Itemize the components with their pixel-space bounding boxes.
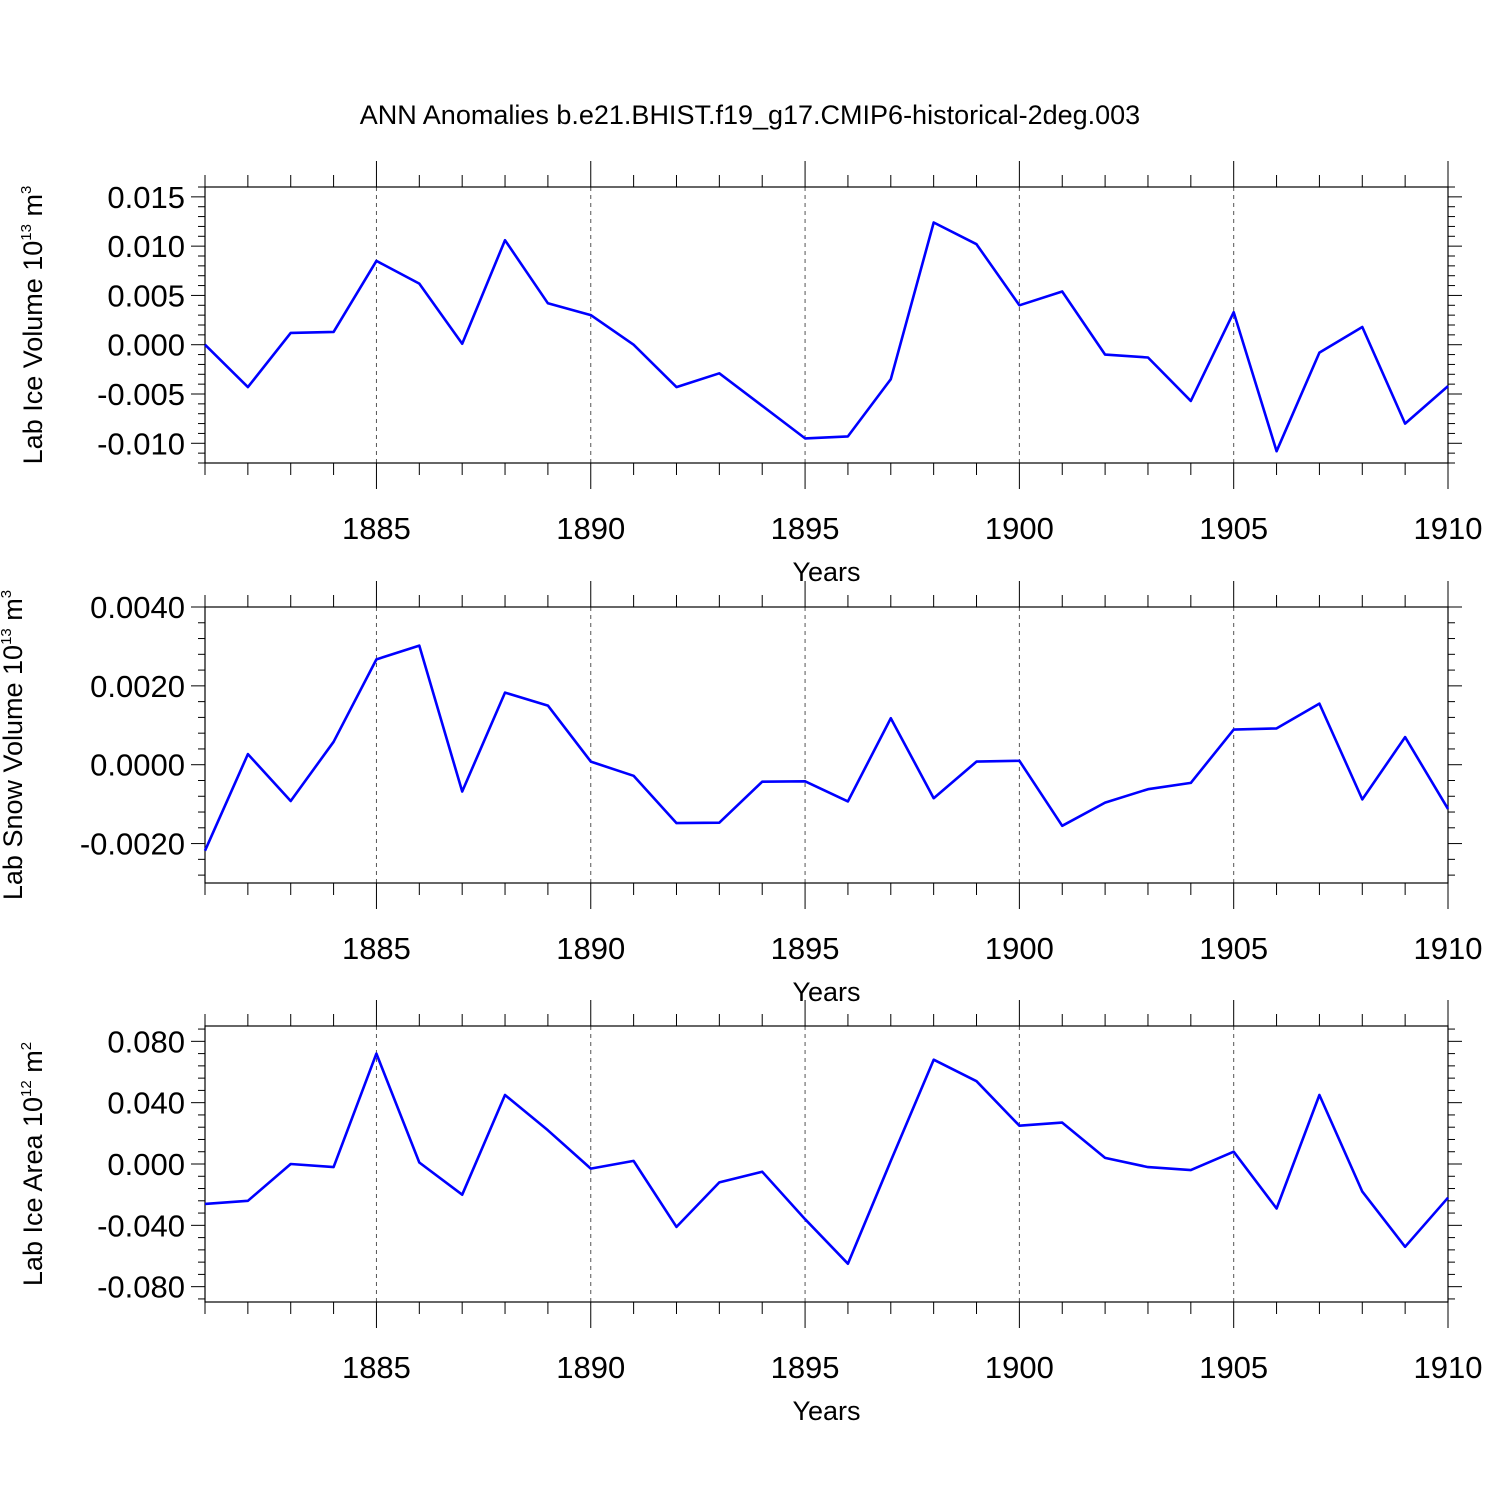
y-tick-label: 0.0020 xyxy=(90,669,185,704)
y-tick-label: 0.0000 xyxy=(90,748,185,783)
y-tick-label: -0.0020 xyxy=(80,827,185,862)
x-tick-label: 1890 xyxy=(556,931,625,966)
x-tick-label: 1905 xyxy=(1199,1350,1268,1385)
x-tick-label: 1890 xyxy=(556,511,625,546)
series-line xyxy=(204,221,1449,453)
x-tick-label: 1895 xyxy=(771,511,840,546)
x-tick-label: 1910 xyxy=(1414,511,1483,546)
chart-title: ANN Anomalies b.e21.BHIST.f19_g17.CMIP6-… xyxy=(360,100,1140,130)
plot-frame xyxy=(204,606,1449,884)
series-line xyxy=(204,1052,1449,1265)
y-tick-label: -0.040 xyxy=(97,1208,185,1243)
y-tick-label: 0.000 xyxy=(107,1147,185,1182)
y-tick-label: 0.000 xyxy=(107,328,185,363)
x-tick-label: 1895 xyxy=(771,1350,840,1385)
x-tick-label: 1890 xyxy=(556,1350,625,1385)
y-axis-label: Lab Ice Volume 1013 m3 xyxy=(18,186,48,465)
y-axis-label: Lab Ice Area 1012 m2 xyxy=(18,1042,48,1286)
series-line xyxy=(203,644,1450,852)
x-axis-label: Years xyxy=(792,1396,860,1426)
panels-container: 1885 1890 1895 1900 1905 1910 Years 0.015 0.010 0… xyxy=(0,161,1482,1426)
x-tick-label: 1905 xyxy=(1199,931,1268,966)
y-tick-label: 0.080 xyxy=(107,1024,185,1059)
y-tick-label: -0.010 xyxy=(97,426,185,461)
y-tick-label: 0.010 xyxy=(107,229,185,264)
x-tick-label: 1910 xyxy=(1414,1350,1483,1385)
x-tick-label: 1900 xyxy=(985,511,1054,546)
y-tick-label: 0.005 xyxy=(107,278,185,313)
x-tick-label: 1910 xyxy=(1414,931,1483,966)
y-tick-label: -0.080 xyxy=(97,1270,185,1305)
x-axis-label: Years xyxy=(792,977,860,1007)
y-tick-label: 0.0040 xyxy=(90,590,185,625)
panel-ice-area: 1885 1890 1895 1900 1905 1910 Years 0.080 0.040 0… xyxy=(18,1000,1482,1426)
x-tick-label: 1885 xyxy=(342,511,411,546)
x-tick-label: 1900 xyxy=(985,931,1054,966)
x-tick-label: 1885 xyxy=(342,1350,411,1385)
y-tick-label: -0.005 xyxy=(97,377,185,412)
y-tick-label: 0.015 xyxy=(107,180,185,215)
plot-frame xyxy=(204,1025,1449,1303)
x-axis-label: Years xyxy=(792,557,860,587)
y-tick-label: 0.040 xyxy=(107,1086,185,1121)
y-axis-label: Lab Snow Volume 1013 m3 xyxy=(0,590,28,900)
panel-snow-volume: 1885 1890 1895 1900 1905 1910 Years 0.0040 0.002… xyxy=(0,581,1482,1007)
x-tick-label: 1895 xyxy=(771,931,840,966)
x-tick-label: 1905 xyxy=(1199,511,1268,546)
plot-frame xyxy=(204,186,1449,464)
x-tick-label: 1885 xyxy=(342,931,411,966)
panel-ice-volume: 1885 1890 1895 1900 1905 1910 Years 0.015 0.010 0… xyxy=(18,161,1482,587)
x-tick-label: 1900 xyxy=(985,1350,1054,1385)
